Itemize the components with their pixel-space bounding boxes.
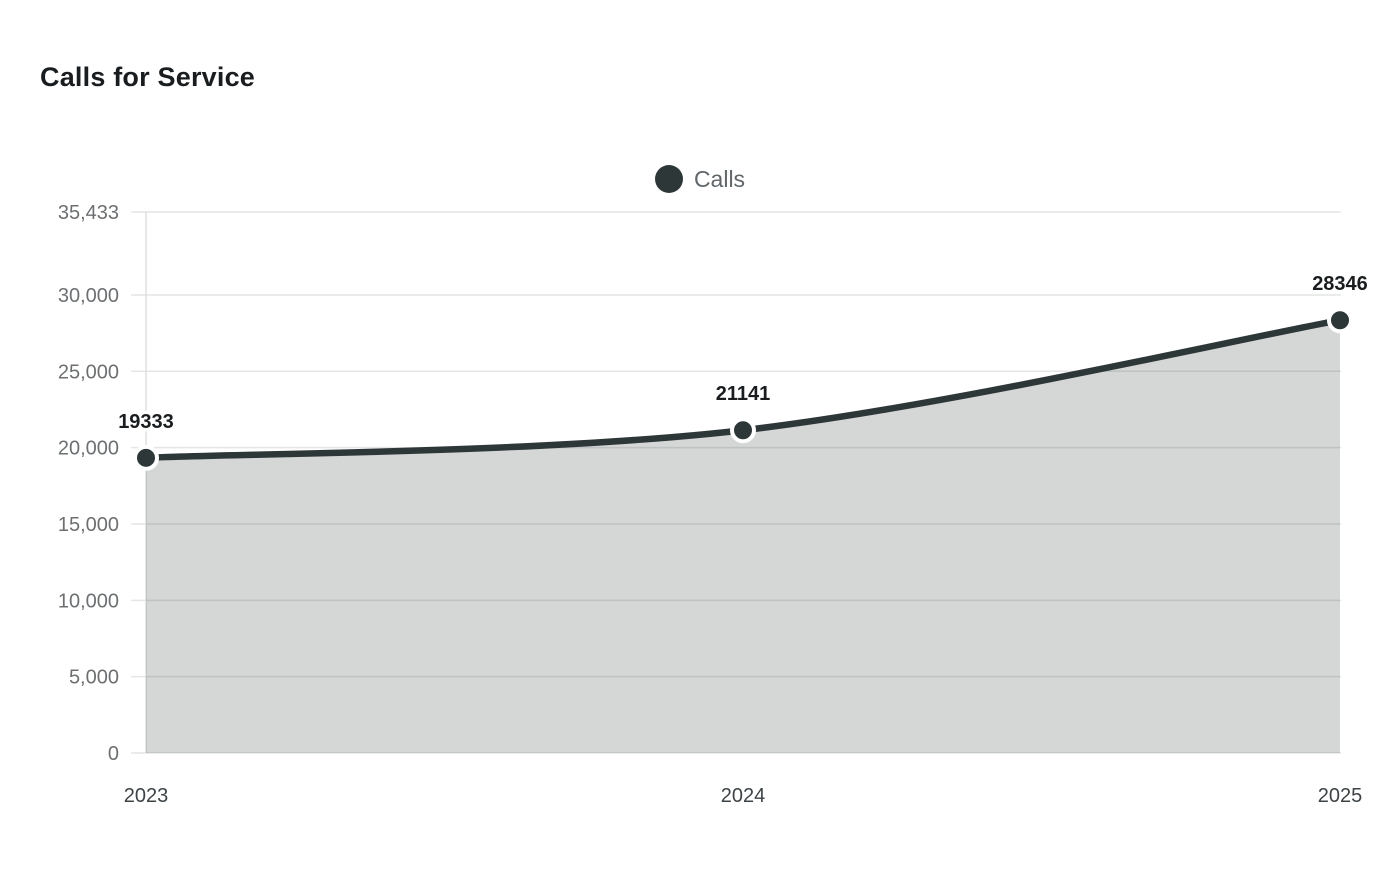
- data-points: [133, 307, 1353, 471]
- y-tick-label: 35,433: [58, 202, 119, 224]
- x-tick-label: 2024: [721, 785, 766, 807]
- area-fill: [146, 320, 1340, 753]
- y-tick-label: 15,000: [58, 514, 119, 536]
- data-point-label: 28346: [1312, 273, 1368, 295]
- y-tick-label: 30,000: [58, 285, 119, 307]
- gridlines: [131, 211, 1341, 754]
- data-point[interactable]: [730, 417, 756, 444]
- y-tick-label: 5,000: [69, 667, 119, 689]
- x-axis-labels: 2023 2024 2025: [124, 785, 1363, 807]
- legend[interactable]: Calls: [0, 165, 1400, 193]
- y-tick-label: 0: [108, 743, 119, 765]
- x-tick-label: 2023: [124, 785, 169, 807]
- legend-calls-swatch-icon: [654, 165, 683, 193]
- legend-calls-label: Calls: [693, 165, 746, 192]
- x-tick-label: 2025: [1318, 785, 1363, 807]
- data-labels: 19333 21141 28346: [115, 270, 1372, 437]
- series-area: [146, 320, 1340, 753]
- data-point[interactable]: [1327, 307, 1353, 334]
- data-point-label: 21141: [716, 383, 771, 405]
- data-point-label: 19333: [118, 411, 174, 433]
- y-tick-label: 10,000: [58, 590, 119, 612]
- y-axis-labels: 0 5,000 10,000 15,000 20,000 25,000 30,000 35,4…: [58, 202, 119, 765]
- y-tick-label: 25,000: [58, 361, 119, 383]
- chart-title: Calls for Service: [40, 62, 256, 92]
- data-point[interactable]: [133, 444, 159, 471]
- y-tick-label: 20,000: [58, 438, 119, 460]
